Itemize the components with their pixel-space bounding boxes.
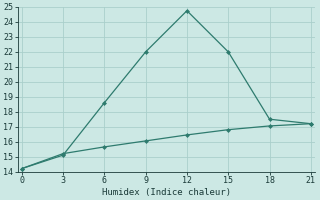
- X-axis label: Humidex (Indice chaleur): Humidex (Indice chaleur): [102, 188, 231, 197]
